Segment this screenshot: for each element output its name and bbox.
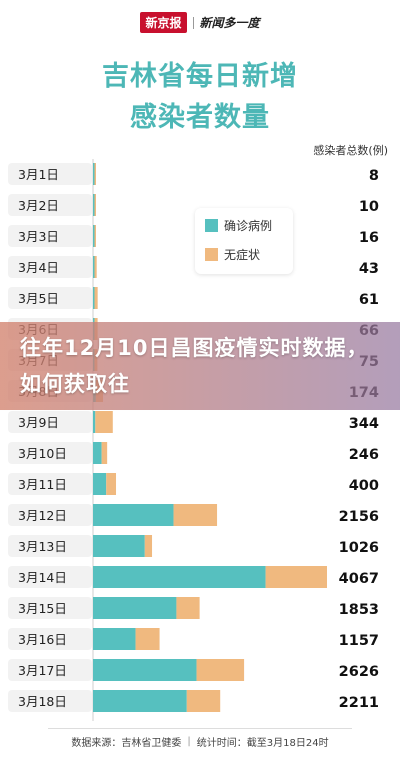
bar-asymptomatic [265,566,327,588]
category-label: 3月15日 [18,601,67,616]
bar-asymptomatic [176,597,200,619]
category-label-bg [8,411,92,433]
bar-asymptomatic [94,225,96,247]
total-value-label: 2211 [339,695,379,711]
legend-swatch-confirmed [205,219,218,232]
total-value-label: 16 [359,230,379,246]
category-label-bg [8,504,92,526]
category-label-bg [8,194,92,216]
article-title-banner[interactable]: 往年12月10日昌图疫情实时数据，如何获取往 [0,322,400,410]
category-label: 3月18日 [18,694,67,709]
bar-asymptomatic [173,504,218,526]
category-label-bg [8,473,92,495]
total-value-label: 246 [349,447,379,463]
chart-legend: 确诊病例 无症状 [195,208,293,274]
bar-confirmed [93,194,95,216]
bar-confirmed [93,566,266,588]
category-label: 3月17日 [18,663,67,678]
legend-item-asymptomatic: 无症状 [205,246,260,263]
category-label: 3月4日 [18,260,59,275]
value-axis-label: 感染者总数(例) [313,144,388,157]
bar-confirmed [93,597,177,619]
category-label-bg [8,225,92,247]
bar-confirmed [93,163,95,185]
category-label-bg [8,442,92,464]
bar-confirmed [93,256,95,278]
bar-confirmed [93,473,107,495]
total-value-label: 43 [359,261,379,277]
category-label-bg [8,287,92,309]
category-label-bg [8,566,92,588]
category-label: 3月11日 [18,477,67,492]
bar-asymptomatic [101,442,108,464]
category-label: 3月2日 [18,198,59,213]
category-label-bg [8,535,92,557]
total-value-label: 1853 [339,602,379,618]
total-value-label: 400 [349,478,379,494]
brand-subtitle: 新闻多一度 [199,16,260,30]
footer-separator: | [187,735,191,747]
category-label-bg [8,659,92,681]
total-value-label: 2626 [339,664,379,680]
total-value-label: 1026 [339,540,379,556]
category-label-bg [8,597,92,619]
category-label: 3月10日 [18,446,67,461]
total-value-label: 344 [349,416,379,432]
bar-confirmed [93,628,136,650]
category-label-bg [8,256,92,278]
stat-time-text: 统计时间：截至3月18日24时 [196,737,329,749]
chart-title-line2: 感染者数量 [130,102,270,133]
bar-confirmed [93,442,102,464]
bar-confirmed [93,504,174,526]
bar-asymptomatic [94,287,98,309]
legend-item-confirmed: 确诊病例 [205,217,272,234]
bar-asymptomatic [95,411,113,433]
total-value-label: 1157 [339,633,379,649]
brand-divider [192,16,194,29]
bar-asymptomatic [186,690,221,712]
bar-confirmed [93,411,96,433]
bar-confirmed [93,535,145,557]
category-label: 3月16日 [18,632,67,647]
bar-confirmed [93,287,95,309]
brand-logo: 新京报 [140,12,187,33]
bar-asymptomatic [135,628,160,650]
legend-label-asymptomatic: 无症状 [224,248,261,262]
chart-title-line1: 吉林省每日新增 [102,61,298,92]
total-value-label: 8 [369,168,379,184]
category-label-bg [8,163,92,185]
total-value-label: 61 [359,292,379,308]
total-value-label: 10 [359,199,379,215]
category-label-bg [8,690,92,712]
category-label: 3月12日 [18,508,67,523]
category-label: 3月14日 [18,570,67,585]
bar-asymptomatic [144,535,153,557]
bar-confirmed [93,225,95,247]
legend-swatch-asymptomatic [205,248,218,261]
legend-label-confirmed: 确诊病例 [224,219,273,233]
bar-asymptomatic [94,163,96,185]
total-value-label: 2156 [339,509,379,525]
category-label: 3月13日 [18,539,67,554]
category-label: 3月1日 [18,167,59,182]
data-source-text: 数据来源：吉林省卫健委 [71,737,182,749]
chart-footer: 数据来源：吉林省卫健委 | 统计时间：截至3月18日24时 [48,728,352,753]
category-label-bg [8,628,92,650]
article-title-text: 往年12月10日昌图疫情实时数据，如何获取往 [20,336,369,396]
total-value-label: 4067 [339,571,379,587]
bar-asymptomatic [196,659,245,681]
bar-confirmed [93,659,197,681]
category-label: 3月3日 [18,229,59,244]
brand-header: 新京报 新闻多一度 [0,12,400,33]
category-label: 3月5日 [18,291,59,306]
bar-confirmed [93,690,187,712]
category-label: 3月9日 [18,415,59,430]
bar-asymptomatic [94,194,96,216]
bar-asymptomatic [106,473,117,495]
bar-asymptomatic [94,256,97,278]
